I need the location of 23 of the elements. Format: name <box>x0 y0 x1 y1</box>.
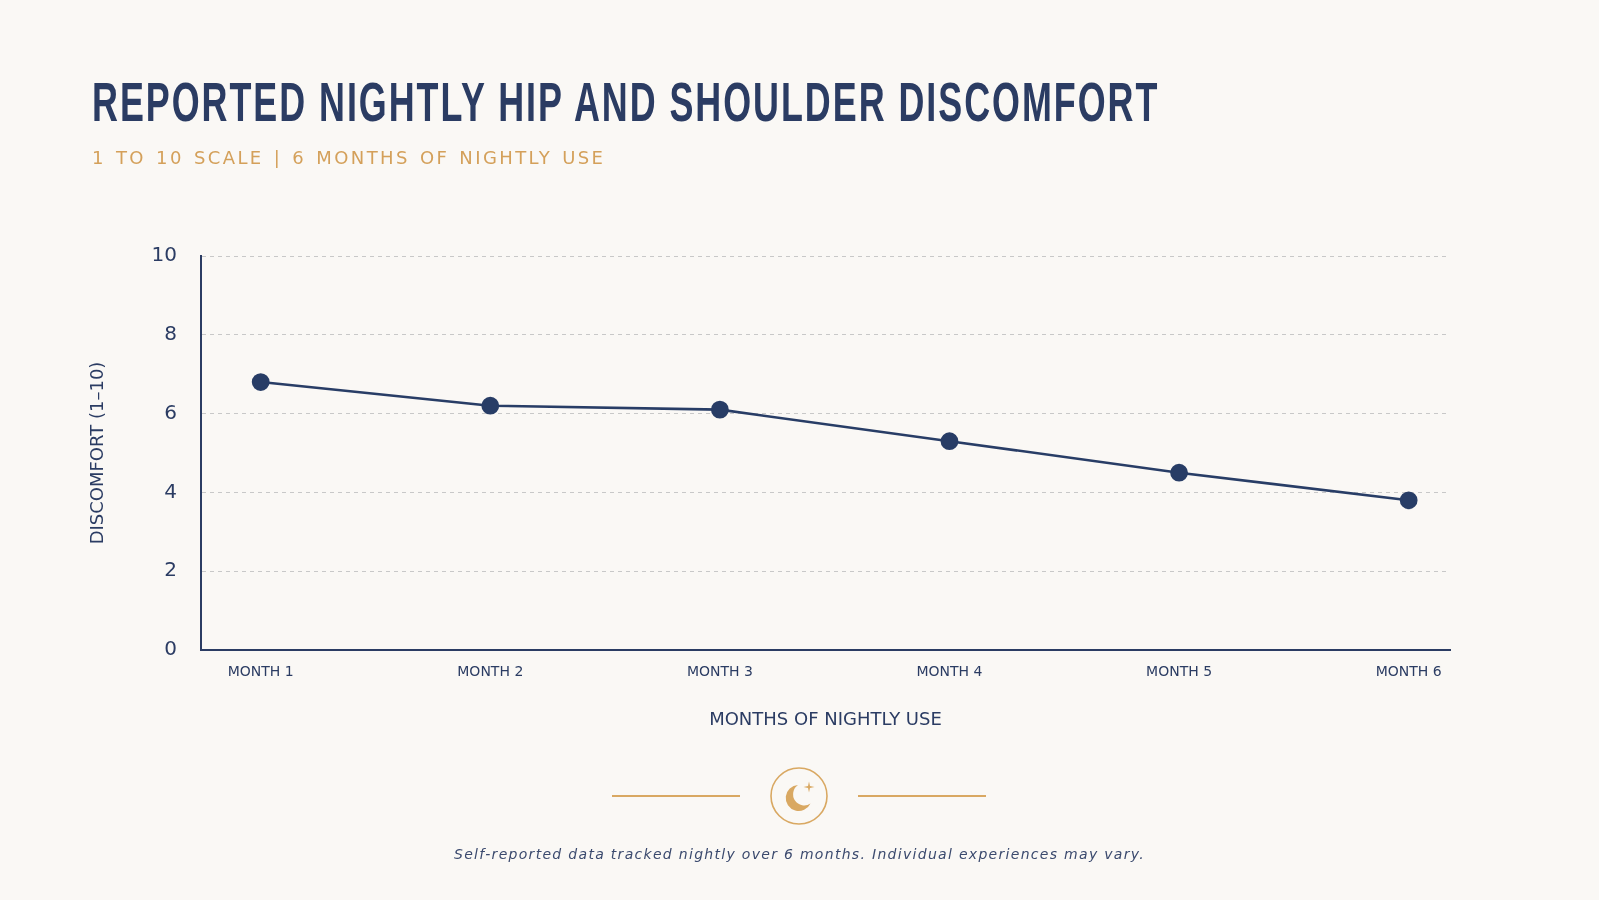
y-tick-label: 4 <box>164 478 177 503</box>
y-tick-label: 0 <box>164 636 177 661</box>
x-tick-label: MONTH 2 <box>457 663 524 680</box>
point <box>481 396 500 415</box>
x-tick-label: MONTH 6 <box>1375 663 1442 680</box>
x-axis-title: MONTHS OF NIGHTLY USE <box>709 707 942 729</box>
x-tick-label: MONTH 3 <box>686 663 753 680</box>
point <box>251 373 270 391</box>
x-tick-label: MONTH 5 <box>1146 663 1213 680</box>
y-axis-title: DISCOMFORT (1–10) <box>86 361 108 545</box>
x-tick-label: MONTH 4 <box>916 663 983 680</box>
point <box>710 400 729 419</box>
y-tick-label: 10 <box>151 242 177 267</box>
point <box>1170 463 1188 482</box>
y-tick-label: 2 <box>164 557 177 582</box>
x-tick-label: MONTH 1 <box>227 663 294 680</box>
y-tick-label: 8 <box>164 321 177 345</box>
point <box>940 432 959 451</box>
chart-subtitle: 1 TO 10 SCALE | 6 MONTHS OF NIGHTLY USE <box>92 147 606 168</box>
text: Self-reported data tracked nightly over 6 months. Individual experiences may vary. <box>453 845 1146 863</box>
y-tick-label: 6 <box>164 399 177 424</box>
point <box>1399 491 1418 510</box>
chart-title: REPORTED NIGHTLY HIP AND SHOULDER DISCOMFORT <box>92 71 1160 133</box>
